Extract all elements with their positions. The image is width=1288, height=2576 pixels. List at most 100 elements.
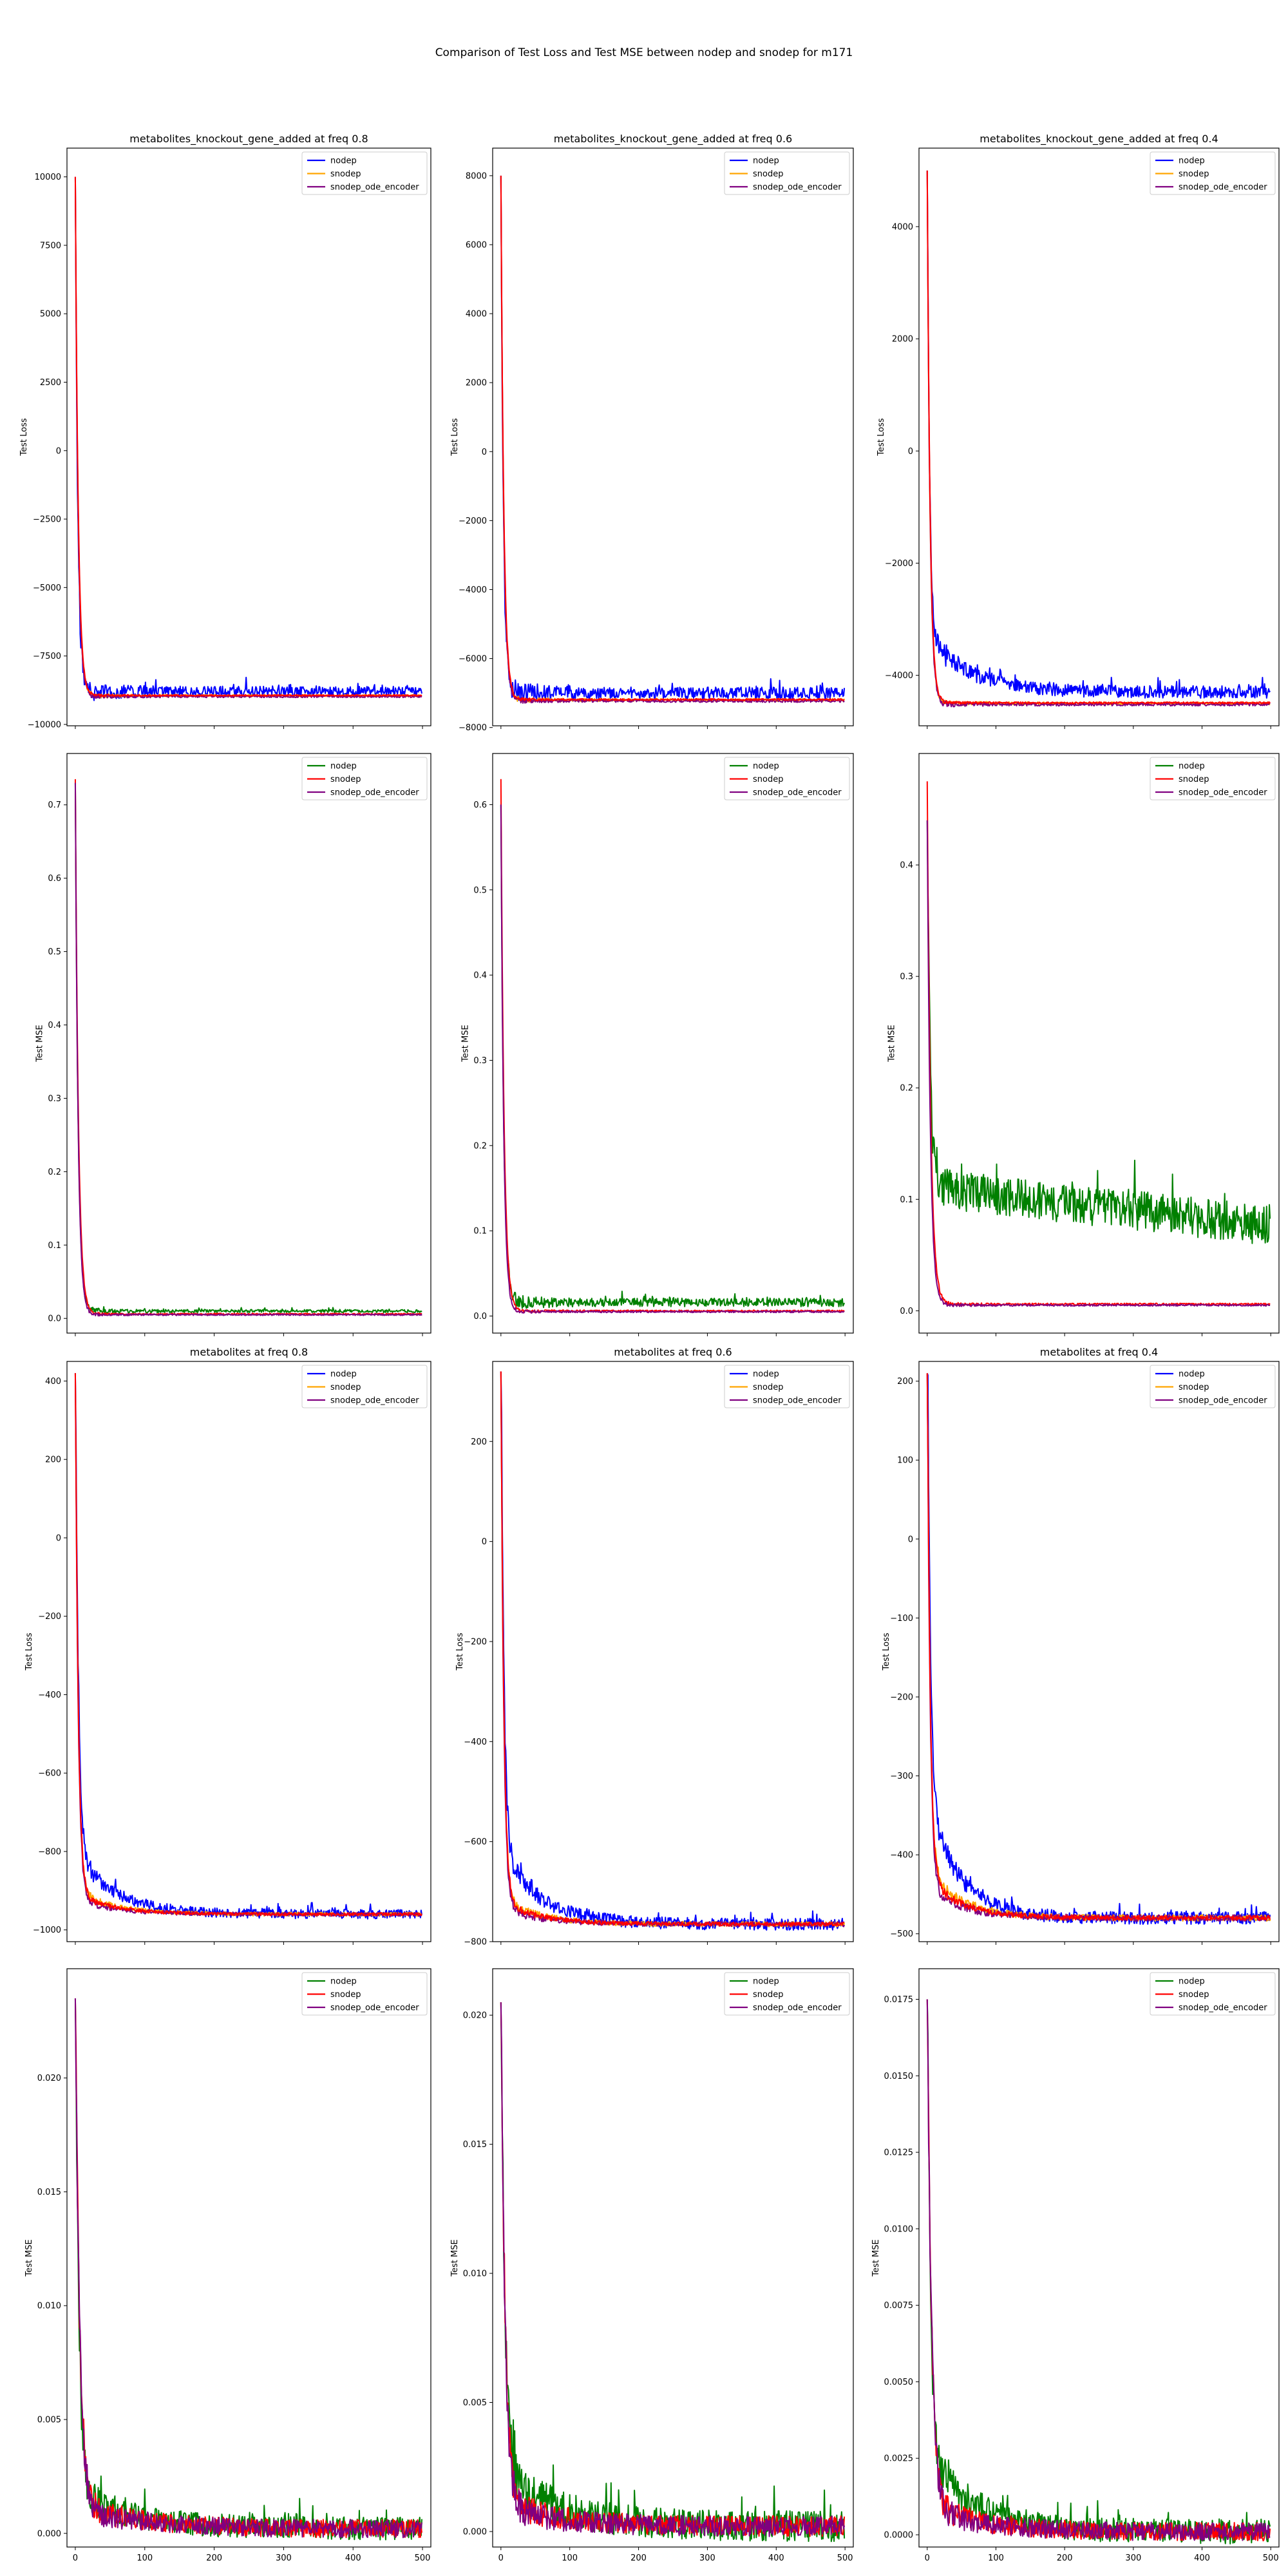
- y-tick-label: −2000: [459, 516, 487, 526]
- y-tick-label: 0.000: [37, 2529, 61, 2539]
- series-group: [500, 175, 846, 704]
- plot-frame: [492, 753, 854, 1334]
- x-tick-label: 200: [630, 2553, 647, 2563]
- y-axis-label: Test MSE: [24, 2239, 34, 2277]
- legend-label-snodep: snodep: [330, 1990, 361, 2000]
- series-group: [74, 1998, 422, 2541]
- x-tick-label: 300: [1125, 2553, 1141, 2563]
- y-axis-label: Test Loss: [19, 418, 29, 456]
- legend-label-nodep: nodep: [753, 1977, 779, 1987]
- series-line-snodep: [74, 176, 422, 699]
- y-axis-label: Test MSE: [450, 2239, 460, 2277]
- plot-frame: [918, 147, 1280, 726]
- y-tick-label: 0.020: [463, 2011, 487, 2021]
- legend-box: [724, 1972, 850, 2016]
- plot-frame: [918, 1361, 1280, 1942]
- series-line-nodep: [500, 1371, 845, 1931]
- legend-label-snodep_ode_encoder: snodep_ode_encoder: [330, 183, 419, 193]
- legend-label-snodep: snodep: [753, 1990, 783, 2000]
- legend-label-snodep_ode_encoder: snodep_ode_encoder: [330, 2003, 419, 2013]
- series-line-nodep: [926, 1373, 1271, 1925]
- y-axis-label: Test Loss: [450, 418, 460, 456]
- series-line-snodep: [500, 1371, 846, 1927]
- legend-label-snodep_ode_encoder: snodep_ode_encoder: [753, 2003, 842, 2013]
- y-tick-label: 0.0150: [884, 2072, 914, 2081]
- series-line-nodep: [74, 176, 422, 701]
- legend: nodep snodep snodep_ode_encoder: [1150, 151, 1276, 195]
- legend-label-snodep_ode_encoder: snodep_ode_encoder: [330, 1396, 419, 1406]
- y-tick-label: 200: [45, 1455, 61, 1465]
- subplot-title: metabolites_knockout_gene_added at freq …: [554, 133, 792, 146]
- series-line-snodep_ode_encoder: [74, 1998, 422, 2539]
- y-tick-label: 0.3: [48, 1094, 61, 1104]
- subplot-r3c2: 0.0000 0.0025 0.0050 0.0075 0.0100 0.0125 0.01…: [871, 1968, 1280, 2563]
- series-line-snodep: [926, 1999, 1271, 2542]
- y-tick-label: 0.1: [48, 1241, 61, 1251]
- y-tick-label: −600: [38, 1769, 61, 1779]
- x-tick-label: 500: [837, 2553, 853, 2563]
- series-line-nodep: [500, 804, 846, 1309]
- series-line-snodep: [926, 1373, 1271, 1922]
- y-tick-label: 0.3: [473, 1056, 487, 1066]
- series-line-snodep_ode_encoder: [74, 1373, 422, 1917]
- series-line-nodep: [500, 2002, 846, 2543]
- y-tick-label: 0.0125: [884, 2148, 914, 2158]
- y-axis-label: Test MSE: [35, 1025, 44, 1062]
- series-group: [926, 781, 1271, 1307]
- legend-box: [301, 757, 428, 800]
- y-tick-label: −4000: [885, 671, 913, 681]
- y-tick-label: 0.4: [473, 971, 487, 981]
- series-line-nodep: [926, 1999, 1271, 2545]
- legend: nodep snodep snodep_ode_encoder: [301, 1972, 428, 2016]
- subplot-title: metabolites_knockout_gene_added at freq …: [129, 133, 368, 146]
- y-tick-label: 0.6: [473, 800, 487, 810]
- series-line-snodep_ode_encoder: [74, 782, 422, 1317]
- series-line-snodep: [500, 779, 845, 1313]
- y-tick-label: −100: [890, 1614, 913, 1624]
- y-tick-label: 2500: [40, 378, 61, 388]
- y-tick-label: 0.6: [48, 874, 61, 884]
- legend-label-nodep: nodep: [753, 156, 779, 166]
- plot-frame: [918, 1968, 1280, 2548]
- series-line-snodep-red: [74, 176, 422, 697]
- series-line-snodep-red: [926, 1373, 1271, 1921]
- series-line-nodep: [74, 1373, 422, 1920]
- y-axis-label: Test MSE: [460, 1025, 470, 1062]
- legend-label-nodep: nodep: [1179, 156, 1205, 166]
- y-tick-label: −7500: [33, 652, 61, 661]
- series-line-snodep-red: [500, 175, 845, 702]
- y-tick-label: −200: [38, 1612, 61, 1622]
- x-tick-label: 100: [137, 2553, 153, 2563]
- y-tick-label: 200: [471, 1437, 487, 1447]
- y-tick-label: 4000: [892, 222, 913, 232]
- y-axis-label: Test MSE: [887, 1025, 896, 1062]
- series-line-nodep: [74, 1998, 422, 2541]
- subplot-title: metabolites at freq 0.4: [1040, 1346, 1158, 1358]
- y-tick-label: 0.1: [900, 1195, 913, 1205]
- y-axis-label: Test Loss: [455, 1633, 465, 1671]
- legend-label-snodep: snodep: [330, 775, 361, 784]
- y-axis-label: Test Loss: [876, 418, 886, 456]
- y-tick-label: 400: [45, 1377, 61, 1387]
- series-group: [500, 2002, 846, 2543]
- y-tick-label: 0.0: [900, 1307, 913, 1316]
- y-tick-label: 0.2: [48, 1168, 61, 1177]
- legend-label-nodep: nodep: [330, 1977, 357, 1987]
- legend: nodep snodep snodep_ode_encoder: [1150, 1365, 1276, 1408]
- y-axis-label: Test Loss: [24, 1633, 34, 1671]
- subplot-r2c0: −1000 −800 −600 −400 −200 0 200 400 metabolites …: [24, 1346, 431, 1945]
- legend-label-nodep: nodep: [753, 762, 779, 772]
- legend-box: [1150, 151, 1276, 195]
- series-group: [74, 1373, 422, 1920]
- legend-box: [301, 151, 428, 195]
- y-tick-label: 0.5: [48, 947, 61, 957]
- y-tick-label: 2000: [466, 379, 487, 388]
- plot-frame: [492, 1361, 854, 1942]
- y-tick-label: 0.0175: [884, 1995, 914, 2005]
- y-tick-label: −6000: [459, 654, 487, 664]
- legend: nodep snodep snodep_ode_encoder: [724, 151, 850, 195]
- y-tick-label: 0: [56, 446, 61, 456]
- legend-label-snodep_ode_encoder: snodep_ode_encoder: [1179, 2003, 1267, 2013]
- subplot-r3c1: 0.000 0.005 0.010 0.015 0.020 0 100 200 300 400 50…: [450, 1968, 854, 2563]
